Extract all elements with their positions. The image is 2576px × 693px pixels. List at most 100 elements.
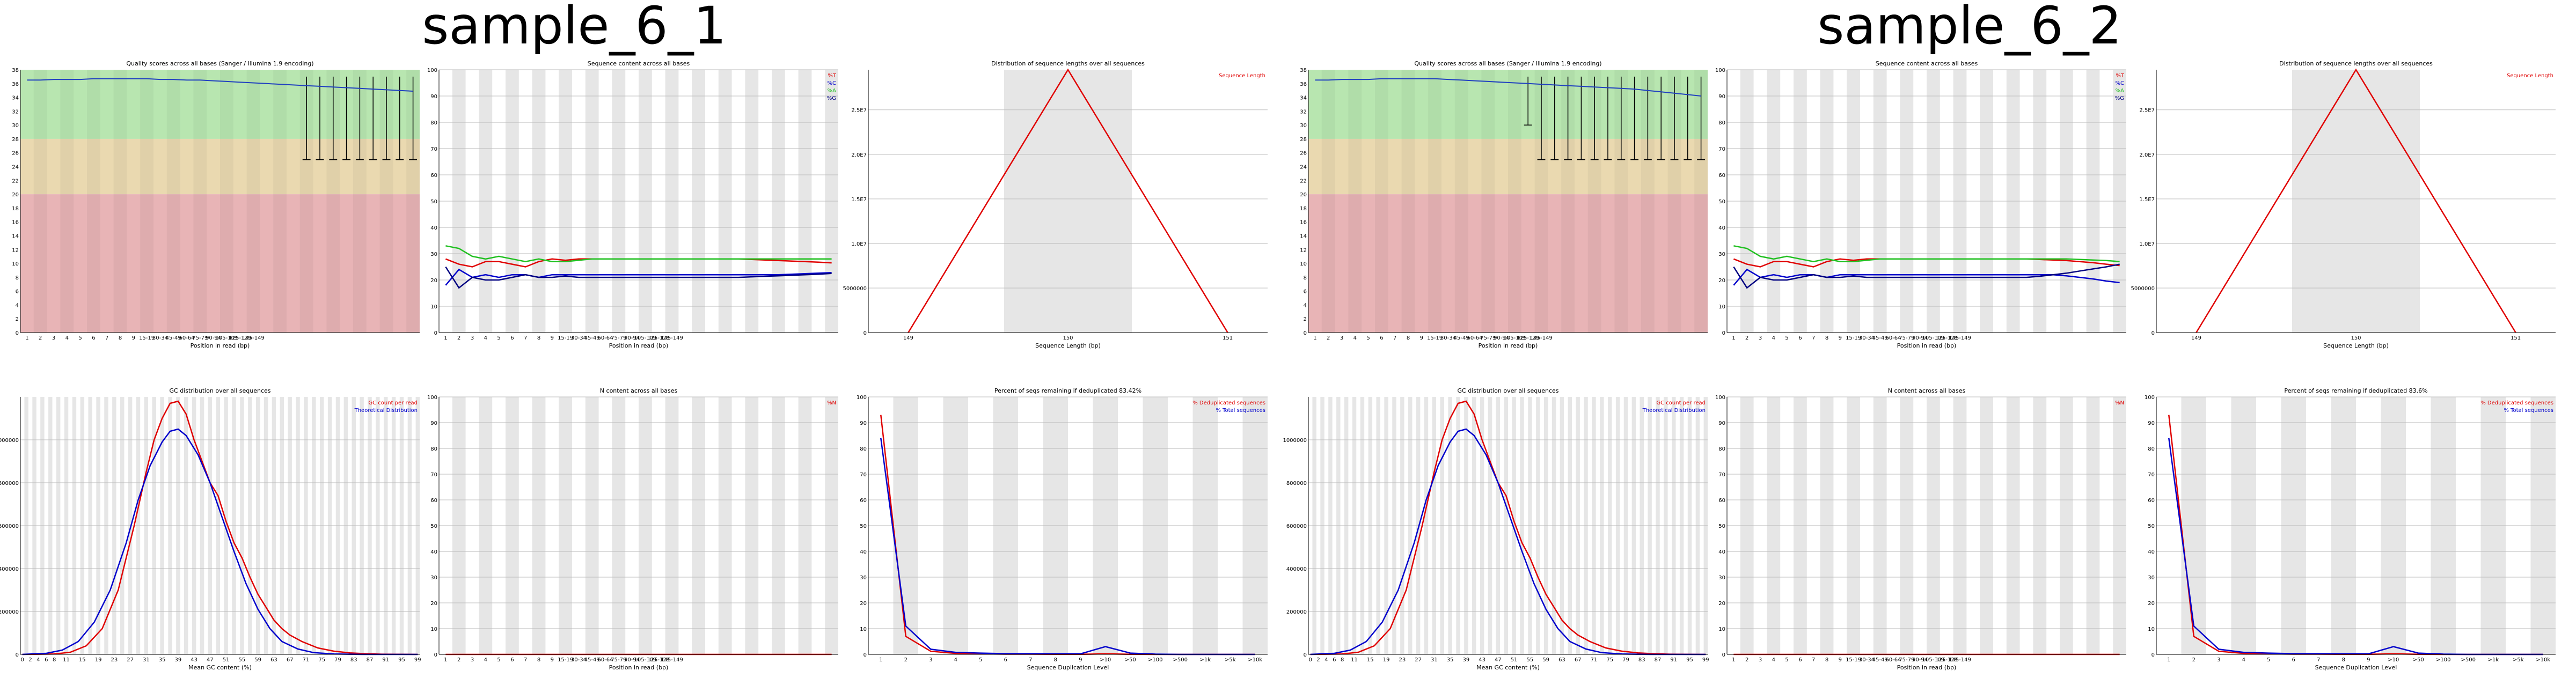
s1-quality-xtick-label: 15-19	[139, 335, 155, 341]
s2-length-legend-entry: Sequence Length	[2507, 73, 2553, 79]
s2-seqcontent-xtick-label: 15-19	[1846, 335, 1861, 341]
s2-length-ytick-label: 1.0E7	[2139, 241, 2155, 247]
s2-length-xtick-label: 151	[2511, 335, 2521, 341]
s2-ncontent-ytick-label: 70	[1718, 472, 1725, 478]
s2-gc-ytick-label: 400000	[1286, 566, 1307, 572]
s2-quality-ytick-label: 16	[1300, 220, 1307, 226]
s1-length-xtick-label: 150	[1063, 335, 1073, 341]
s2-ncontent-xtick-label: 60-64	[1885, 657, 1901, 663]
s2-dup-xtick-label: 5	[2267, 657, 2270, 663]
s1-ncontent-xtick-label: 145-149	[661, 657, 683, 663]
s1-dup-xtick-label: 2	[904, 657, 908, 663]
s2-dup-ytick-label: 80	[2148, 446, 2155, 452]
s1-gc-title: GC distribution over all sequences	[170, 387, 271, 394]
s1-ncontent-xtick-label: 9	[551, 657, 554, 663]
s1-gc-xtick-label: 87	[367, 657, 374, 663]
s1-quality-ytick-label: 0	[16, 330, 19, 336]
s2-gc-title: GC distribution over all sequences	[1458, 387, 1559, 394]
s1-quality-ytick-label: 6	[16, 289, 19, 295]
s2-quality-xtick-label: 4	[1353, 335, 1357, 341]
s1-quality-xtick-label: 75-79	[192, 335, 208, 341]
s2-length-xtick-label: 150	[2351, 335, 2361, 341]
s2-dup-title: Percent of seqs remaining if deduplicate…	[2284, 387, 2427, 394]
s1-gc-xtick-label: 8	[53, 657, 56, 663]
s1-gc-xtick-label: 31	[143, 657, 150, 663]
s2-gc-xtick-label: 87	[1655, 657, 1662, 663]
s1-quality-ytick-label: 30	[12, 123, 19, 129]
s2-dup-ytick-label: 90	[2148, 421, 2155, 426]
s2-dup-xtick-label: >10k	[2536, 657, 2550, 663]
s2-quality-ytick-label: 6	[1304, 289, 1307, 295]
s2-ncontent-ytick-label: 60	[1718, 498, 1725, 504]
s2-gc-ytick-label: 800000	[1286, 481, 1307, 486]
s1-gc-xtick-label: 39	[175, 657, 182, 663]
s1-ncontent-xtick-label: 6	[510, 657, 514, 663]
s2-ncontent-xtick-label: 6	[1798, 657, 1802, 663]
s1-dup-xtick-label: 1	[879, 657, 882, 663]
s1-seqcontent-xtick-label: 105-109	[634, 335, 657, 341]
s2-seqcontent-ytick-label: 90	[1718, 94, 1725, 100]
s1-seqcontent-legend-entry: %G	[827, 95, 836, 101]
s2-quality-xlabel: Position in read (bp)	[1479, 342, 1538, 349]
s1-gc-xtick-label: 15	[79, 657, 86, 663]
s2-ncontent-ytick-label: 10	[1718, 626, 1725, 632]
s1-dup-ytick-label: 50	[860, 524, 867, 529]
s2-gc-legend-entry: Theoretical Distribution	[1642, 408, 1706, 414]
s2-seqcontent-legend-entry: %T	[2116, 73, 2125, 79]
s2-ncontent-ytick-label: 90	[1718, 421, 1725, 426]
s1-seqcontent-xtick-label: 8	[537, 335, 540, 341]
s2-quality-ytick-label: 2	[1304, 316, 1307, 322]
s2-dup-legend-entry: % Total sequences	[2504, 408, 2553, 414]
s1-gc-xtick-label: 0	[21, 657, 24, 663]
s2-ncontent-xtick-label: 145-149	[1949, 657, 1971, 663]
s1-gc-xtick-label: 83	[350, 657, 357, 663]
s2-quality-xtick-label: 75-79	[1480, 335, 1496, 341]
s2-quality-ytick-label: 10	[1300, 261, 1307, 267]
s1-dup-xtick-label: >500	[1173, 657, 1188, 663]
s1-dup-legend-entry: % Deduplicated sequences	[1192, 400, 1265, 406]
s1-quality-ytick-label: 36	[12, 82, 19, 87]
s2-gc-xtick-label: 51	[1511, 657, 1518, 663]
s1-ncontent-xtick-label: 75-79	[611, 657, 626, 663]
s1-ncontent-xtick-label: 90-94	[624, 657, 640, 663]
s2-quality-ytick-label: 4	[1304, 303, 1307, 308]
s1-gc-xtick-label: 2	[28, 657, 32, 663]
s1-ncontent-xtick-label: 2	[457, 657, 460, 663]
s1-ncontent-ytick-label: 90	[430, 421, 437, 426]
s2-seqcontent-xtick-label: 75-79	[1899, 335, 1914, 341]
s2-gc-xlabel: Mean GC content (%)	[1476, 664, 1540, 671]
s2-seqcontent-xtick-label: 90-94	[1912, 335, 1928, 341]
s1-quality-xtick-label: 4	[65, 335, 69, 341]
s2-quality-ytick-label: 0	[1304, 330, 1307, 336]
s1-seqcontent-xtick-label: 9	[551, 335, 554, 341]
s2-length-ytick-label: 5000000	[2131, 286, 2155, 292]
s2-seqcontent-ytick-label: 50	[1718, 199, 1725, 205]
s2-length-xtick-label: 149	[2191, 335, 2201, 341]
s2-dup-xtick-label: >5k	[2513, 657, 2524, 663]
s2-quality-xtick-label: 1	[1313, 335, 1316, 341]
s1-quality-ytick-label: 12	[12, 247, 19, 253]
s1-gc-xtick-label: 51	[223, 657, 230, 663]
s1-dup-xtick-label: 6	[1004, 657, 1007, 663]
s1-dup-xtick-label: >1k	[1199, 657, 1211, 663]
s1-ncontent-xtick-label: 45-49	[584, 657, 600, 663]
s1-ncontent-title: N content across all bases	[600, 387, 678, 394]
s1-gc-xtick-label: 79	[334, 657, 341, 663]
s2-dup-xtick-label: >1k	[2487, 657, 2499, 663]
s1-seqcontent-ytick-label: 80	[430, 120, 437, 126]
s2-gc-ytick-label: 200000	[1286, 609, 1307, 615]
s2-ncontent-ytick-label: 20	[1718, 601, 1725, 607]
s2-dup-legend-entry: % Deduplicated sequences	[2480, 400, 2553, 406]
s2-quality-ytick-label: 32	[1300, 109, 1307, 115]
s2-dup-ytick-label: 50	[2148, 524, 2155, 529]
s1-quality-stripe	[140, 70, 153, 333]
s2-ncontent-xtick-label: 30-34	[1859, 657, 1875, 663]
s2-gc-gc-count-line	[1310, 400, 1706, 655]
s1-gc-xtick-label: 99	[414, 657, 421, 663]
s1-quality-ytick-label: 26	[12, 151, 19, 157]
s1-gc-ytick-label: 0	[16, 652, 19, 658]
s2-ncontent-ytick-label: 0	[1722, 652, 1725, 658]
s1-quality-ytick-label: 28	[12, 137, 19, 143]
s1-gc-xtick-label: 95	[398, 657, 405, 663]
s1-length-ytick-label: 2.5E7	[851, 108, 867, 114]
